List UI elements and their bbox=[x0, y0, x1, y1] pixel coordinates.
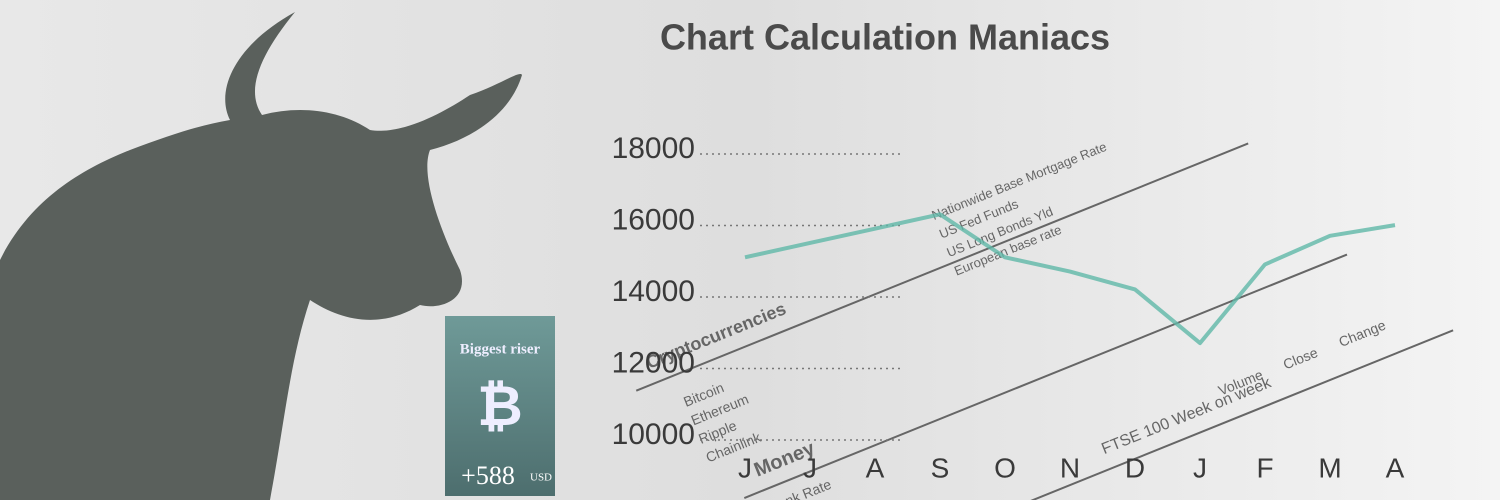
title: Chart Calculation Maniacs bbox=[660, 17, 1110, 58]
badge-symbol: ₿ bbox=[477, 374, 523, 439]
rule bbox=[743, 253, 1348, 499]
badge-unit: USD bbox=[530, 472, 552, 484]
x-tick-label: J bbox=[1193, 452, 1207, 483]
rule bbox=[840, 329, 1454, 500]
x-tick-label: A bbox=[866, 452, 885, 483]
x-tick-label: D bbox=[1125, 452, 1145, 483]
rule bbox=[635, 142, 1249, 392]
x-tick-label: F bbox=[1256, 452, 1273, 483]
y-tick-label: 12000 bbox=[612, 346, 695, 379]
badge-label: Biggest riser bbox=[460, 341, 541, 357]
x-tick-label: O bbox=[994, 452, 1016, 483]
y-tick-label: 18000 bbox=[612, 132, 695, 165]
x-tick-label: J bbox=[803, 452, 817, 483]
y-tick-label: 10000 bbox=[612, 418, 695, 451]
badge bbox=[445, 316, 555, 496]
y-tick-label: 16000 bbox=[612, 203, 695, 236]
y-tick-label: 14000 bbox=[612, 275, 695, 308]
x-tick-label: S bbox=[931, 452, 950, 483]
x-tick-label: N bbox=[1060, 452, 1080, 483]
badge-amount: +588 bbox=[461, 461, 515, 490]
x-tick-label: J bbox=[738, 452, 752, 483]
bull bbox=[0, 12, 522, 500]
x-tick-label: M bbox=[1318, 452, 1341, 483]
data-line bbox=[744, 212, 1396, 346]
x-tick-label: A bbox=[1386, 452, 1405, 483]
